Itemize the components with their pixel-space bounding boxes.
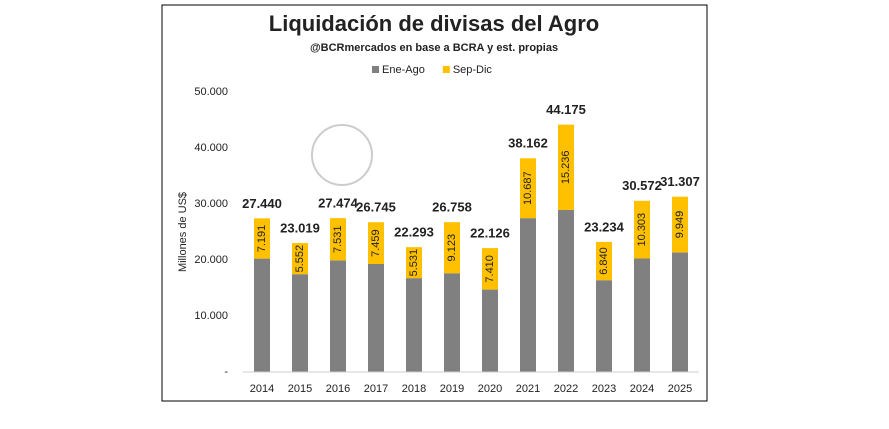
y-tick-label: 10.000	[194, 310, 228, 322]
bar-segment	[406, 247, 422, 279]
x-tick-label: 2017	[364, 383, 388, 395]
value-label: 10.687	[522, 171, 534, 205]
bar-segment	[482, 289, 498, 372]
x-tick-label: 2019	[440, 383, 464, 395]
bar-segment	[596, 241, 612, 281]
value-label: 7.459	[370, 229, 382, 257]
bar-segment	[444, 222, 460, 274]
total-label: 27.474	[318, 196, 359, 211]
value-label: 5.552	[294, 245, 306, 273]
value-label: 7.410	[484, 255, 496, 283]
chart-title: Liquidación de divisas del Agro	[269, 11, 599, 36]
value-label: 5.531	[408, 249, 420, 277]
total-label: 44.175	[546, 102, 586, 117]
bar-segment	[558, 209, 574, 372]
total-label: 26.758	[432, 200, 472, 215]
total-label: 38.162	[508, 136, 548, 151]
bar-segment	[292, 274, 308, 372]
x-tick-label: 2014	[250, 383, 274, 395]
x-tick-label: 2021	[516, 383, 540, 395]
total-label: 23.234	[584, 219, 625, 234]
y-tick-label: 40.000	[194, 142, 228, 154]
chart-subtitle: @BCRmercados en base a BCRA y est. propi…	[310, 42, 558, 54]
bar-segment	[292, 243, 308, 275]
legend-label: Sep-Dic	[453, 64, 493, 76]
y-tick-label: 30.000	[194, 198, 228, 210]
value-label: 9.123	[446, 234, 458, 262]
bar-segment	[672, 196, 688, 253]
legend-label: Ene-Ago	[382, 64, 425, 76]
bar-segment	[482, 248, 498, 290]
x-tick-label: 2025	[668, 383, 692, 395]
bar-segment	[368, 222, 384, 264]
bar-segment	[520, 158, 536, 219]
bar-segment	[368, 263, 384, 372]
y-tick-label: -	[224, 366, 228, 378]
value-label: 6.840	[598, 247, 610, 275]
value-label: 15.236	[560, 150, 572, 184]
bar-segment	[254, 218, 270, 259]
value-label: 10.303	[636, 213, 648, 247]
chart-frame	[161, 4, 708, 402]
legend-swatch	[442, 66, 450, 73]
total-label: 27.440	[242, 196, 282, 211]
total-label: 31.307	[660, 174, 700, 189]
legend-swatch	[372, 66, 379, 73]
bar-segment	[634, 258, 650, 372]
x-tick-label: 2022	[554, 383, 578, 395]
total-label: 30.572	[622, 178, 662, 193]
x-tick-label: 2024	[630, 383, 654, 395]
y-tick-label: 50.000	[194, 86, 228, 98]
total-label: 22.126	[470, 226, 510, 241]
bar-segment	[330, 260, 346, 372]
x-tick-label: 2020	[478, 383, 502, 395]
value-label: 7.531	[332, 225, 344, 253]
value-label: 9.949	[674, 211, 686, 239]
total-label: 23.019	[280, 221, 320, 236]
x-tick-label: 2016	[326, 383, 350, 395]
bar-segment	[558, 124, 574, 210]
bar-segment	[520, 218, 536, 372]
total-label: 26.745	[356, 200, 396, 215]
value-label: 7.191	[256, 225, 268, 253]
bar-segment	[254, 258, 270, 372]
bar-segment	[444, 273, 460, 372]
x-tick-label: 2015	[288, 383, 312, 395]
bar-segment	[406, 278, 422, 372]
total-label: 22.293	[394, 225, 434, 240]
bar-segment	[330, 218, 346, 261]
watermark	[311, 124, 373, 186]
bar-segment	[634, 200, 650, 259]
y-tick-label: 20.000	[194, 254, 228, 266]
bar-segment	[672, 252, 688, 372]
x-tick-label: 2023	[592, 383, 616, 395]
bar-segment	[596, 280, 612, 372]
x-tick-label: 2018	[402, 383, 426, 395]
y-axis-label: Millones de US$	[177, 192, 189, 272]
